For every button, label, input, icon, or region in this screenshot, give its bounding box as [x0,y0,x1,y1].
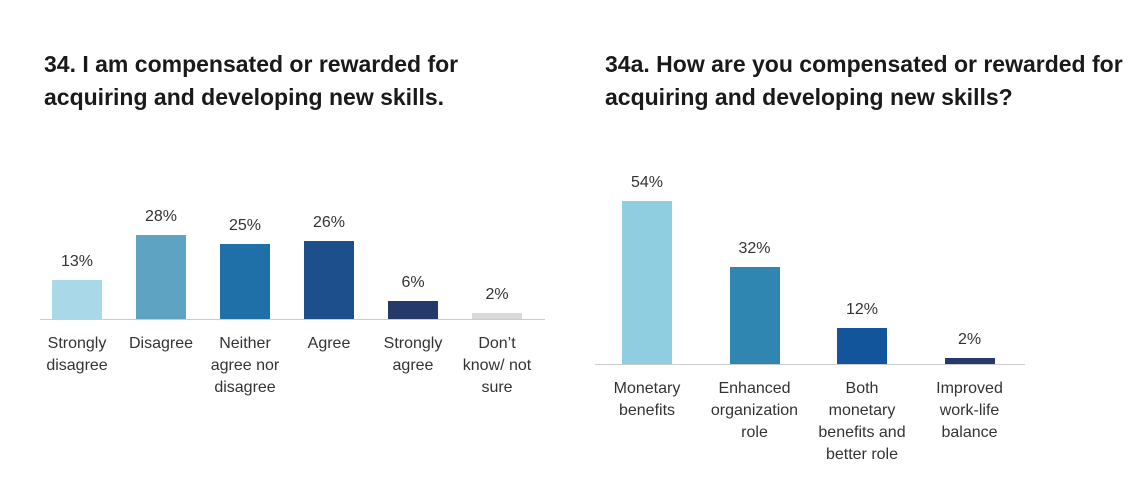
data-label: 2% [957,330,982,348]
bar [388,301,438,319]
data-label: 2% [485,286,509,303]
axis-line [40,319,545,320]
data-label: 12% [845,300,879,318]
bar [729,267,780,364]
data-label: 13% [60,253,94,270]
x-tick-label: Strongly disagree [46,335,108,374]
x-tick-label: Enhanced organization role [710,380,799,441]
x-tick-label: Don’t know/ not sure [462,335,532,396]
bar [136,235,186,319]
x-tick-label: Monetary benefits [613,380,681,419]
data-label: 54% [630,173,664,191]
chart-title: 34a. How are you compensated or rewarded… [605,51,1123,110]
x-tick-label: Both monetary benefits and better role [818,380,906,463]
bar [304,241,354,319]
x-tick-label: Agree [307,335,351,352]
data-label: 32% [738,240,771,258]
bar [52,280,102,319]
data-label: 6% [401,274,425,291]
bar [220,244,270,319]
bar [472,313,522,319]
x-tick-label: Disagree [128,335,194,352]
x-tick-label: Strongly agree [383,335,443,374]
bar [622,200,672,364]
data-label: 26% [312,214,346,231]
axis-line [595,364,1025,365]
data-label: 25% [228,217,262,234]
data-label: 28% [144,208,178,225]
bar [837,327,887,364]
x-tick-label: Neither agree nor disagree [210,335,280,396]
bar [944,357,995,364]
chart-title: 34. I am compensated or rewarded for acq… [44,51,459,110]
x-tick-label: Improved work-life balance [936,380,1003,441]
